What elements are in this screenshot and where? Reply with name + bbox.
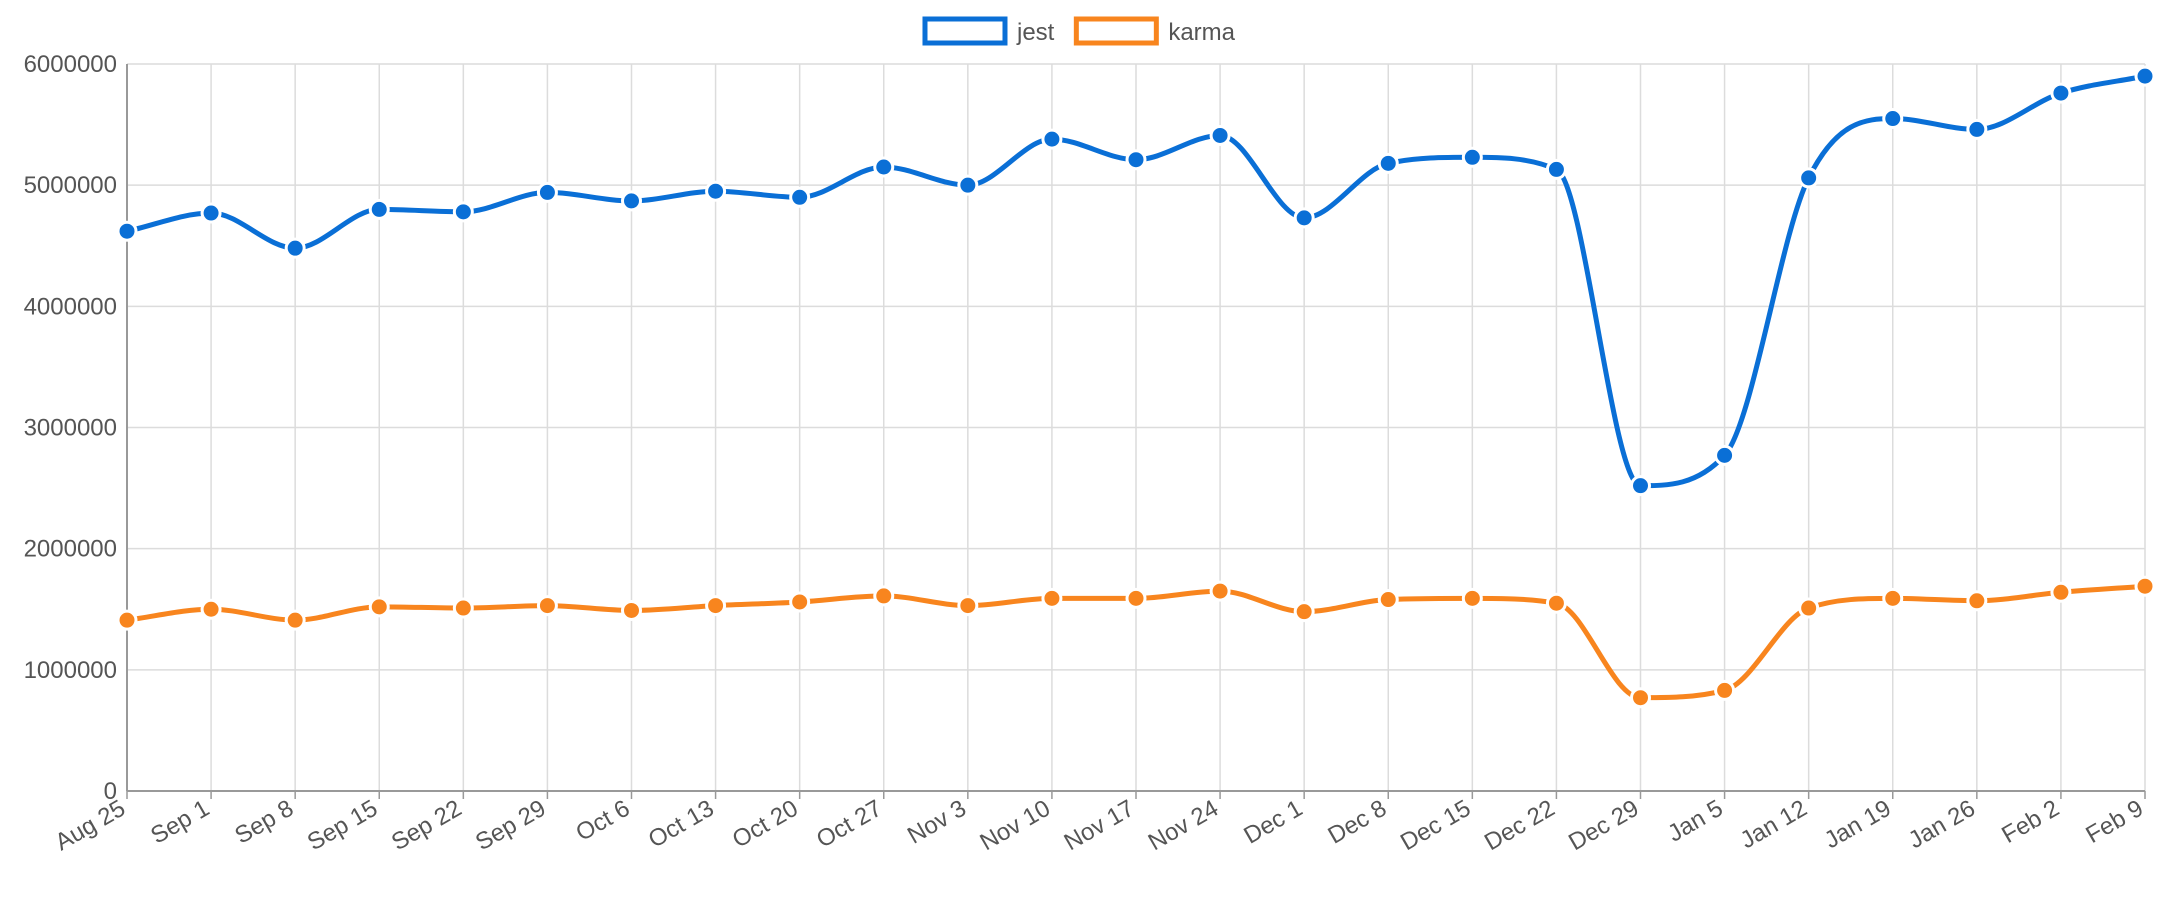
x-tick-label: Dec 22 <box>1480 795 1559 856</box>
y-tick-label: 6000000 <box>24 51 117 78</box>
data-point-karma[interactable] <box>621 599 642 621</box>
legend-label: karma <box>1168 19 1235 46</box>
data-point-karma[interactable] <box>873 585 895 607</box>
data-point-jest[interactable] <box>1714 444 1736 466</box>
data-point-jest[interactable] <box>116 220 138 242</box>
data-point-karma[interactable] <box>284 609 306 631</box>
data-point-jest[interactable] <box>1966 118 1988 140</box>
x-tick-label: Sep 22 <box>387 795 466 856</box>
data-point-jest[interactable] <box>2134 65 2156 87</box>
data-point-jest[interactable] <box>789 186 811 208</box>
x-tick-label: Jan 19 <box>1820 795 1896 854</box>
y-tick-label: 2000000 <box>24 536 117 563</box>
data-point-karma[interactable] <box>1882 587 1904 609</box>
data-point-jest[interactable] <box>1461 146 1483 168</box>
x-tick-label: Feb 2 <box>1997 795 2064 849</box>
legend-item-karma[interactable]: karma <box>1073 16 1236 46</box>
x-tick-label: Nov 10 <box>976 795 1055 856</box>
data-point-jest[interactable] <box>1798 167 1820 189</box>
data-point-jest[interactable] <box>873 156 895 178</box>
data-point-jest[interactable] <box>368 198 390 220</box>
y-axis-tick-labels: 0 1000000 2000000 3000000 4000000 5000000 6000… <box>24 51 117 805</box>
data-point-karma[interactable] <box>1545 592 1567 614</box>
data-point-karma[interactable] <box>1630 687 1651 709</box>
data-point-karma[interactable] <box>1714 679 1736 701</box>
data-point-jest[interactable] <box>284 237 306 259</box>
data-point-jest[interactable] <box>1545 158 1567 180</box>
data-point-jest[interactable] <box>1209 124 1231 146</box>
data-point-jest[interactable] <box>705 180 727 202</box>
x-tick-label: Sep 15 <box>303 795 382 856</box>
data-point-karma[interactable] <box>789 591 811 613</box>
axes <box>126 64 2146 799</box>
x-tick-label: Dec 15 <box>1396 795 1475 856</box>
x-tick-label: Sep 29 <box>471 795 550 856</box>
data-point-karma[interactable] <box>452 597 474 619</box>
grid <box>126 63 2146 792</box>
y-tick-label: 1000000 <box>24 657 117 684</box>
x-tick-label: Oct 20 <box>728 795 803 854</box>
y-tick-label: 4000000 <box>24 293 117 320</box>
data-point-karma[interactable] <box>116 609 138 631</box>
x-tick-label: Sep 1 <box>146 795 214 850</box>
data-point-karma[interactable] <box>1125 587 1147 609</box>
data-point-karma[interactable] <box>2050 581 2072 603</box>
y-tick-label: 5000000 <box>24 172 117 199</box>
y-tick-label: 3000000 <box>24 415 117 442</box>
data-point-karma[interactable] <box>1293 601 1315 623</box>
x-tick-label: Nov 17 <box>1060 795 1139 856</box>
data-point-karma[interactable] <box>536 595 558 617</box>
series <box>116 65 2156 709</box>
data-point-jest[interactable] <box>200 202 222 224</box>
data-point-jest[interactable] <box>2050 82 2072 104</box>
data-point-karma[interactable] <box>1461 587 1483 609</box>
data-point-karma[interactable] <box>1798 597 1820 619</box>
x-tick-label: Oct 13 <box>644 795 719 854</box>
data-point-jest[interactable] <box>1041 128 1063 150</box>
x-tick-label: Nov 24 <box>1144 795 1223 856</box>
x-tick-label: Nov 3 <box>903 795 971 850</box>
data-point-karma[interactable] <box>368 596 390 618</box>
data-point-jest[interactable] <box>1293 207 1315 229</box>
data-point-karma[interactable] <box>705 595 727 617</box>
x-tick-label: Oct 6 <box>571 795 634 847</box>
data-point-jest[interactable] <box>452 201 474 223</box>
x-tick-label: Sep 8 <box>230 795 298 850</box>
data-point-karma[interactable] <box>1966 590 1988 612</box>
data-point-jest[interactable] <box>957 174 979 196</box>
x-tick-label: Jan 5 <box>1663 795 1727 848</box>
data-point-jest[interactable] <box>621 190 642 212</box>
x-tick-label: Feb 9 <box>2081 795 2148 849</box>
y-tick-label: 0 <box>104 778 117 805</box>
legend: jest karma <box>922 16 1236 46</box>
legend-label: jest <box>1016 19 1055 46</box>
data-point-jest[interactable] <box>1630 475 1651 497</box>
data-point-karma[interactable] <box>200 598 222 620</box>
x-tick-label: Jan 12 <box>1736 795 1812 854</box>
data-point-jest[interactable] <box>1125 149 1147 171</box>
data-point-karma[interactable] <box>1377 589 1399 611</box>
data-point-karma[interactable] <box>957 595 979 617</box>
x-tick-label: Oct 27 <box>812 795 887 854</box>
data-point-karma[interactable] <box>2134 575 2156 597</box>
data-point-jest[interactable] <box>1882 108 1904 130</box>
data-point-jest[interactable] <box>536 181 558 203</box>
legend-item-jest[interactable]: jest <box>922 16 1055 46</box>
data-point-karma[interactable] <box>1041 587 1063 609</box>
legend-swatch <box>1073 16 1159 46</box>
data-point-karma[interactable] <box>1209 580 1231 602</box>
x-tick-label: Dec 29 <box>1564 795 1643 856</box>
data-point-jest[interactable] <box>1377 152 1399 174</box>
x-tick-label: Dec 1 <box>1239 795 1307 850</box>
x-tick-label: Aug 25 <box>51 795 130 856</box>
x-tick-label: Dec 8 <box>1323 795 1391 850</box>
x-tick-label: Jan 26 <box>1904 795 1980 854</box>
legend-swatch <box>922 16 1008 46</box>
